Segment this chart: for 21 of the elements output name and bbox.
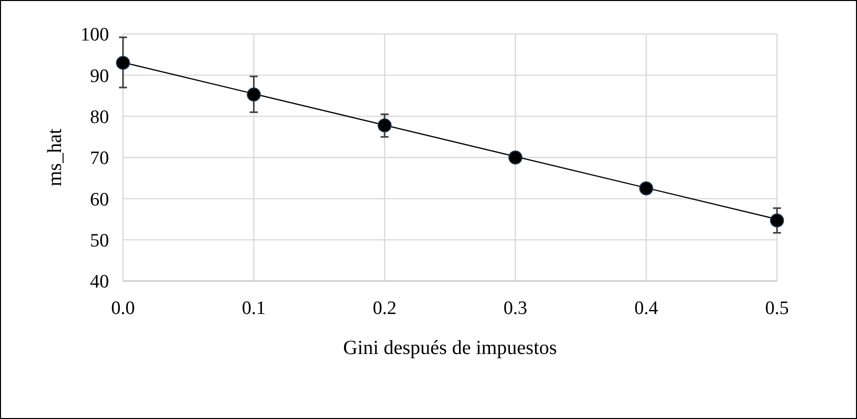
y-tick-label: 100 (80, 24, 109, 46)
point (770, 213, 784, 228)
y-tick-label: 90 (90, 66, 109, 87)
y-tick-label: 60 (90, 189, 109, 210)
x-tick-label: 0.0 (111, 298, 135, 319)
x-tick-label: 0.3 (504, 298, 528, 319)
x-axis-title: Gini después de impuestos (343, 337, 558, 359)
point (508, 150, 522, 164)
y-tick-label: 50 (90, 230, 109, 252)
x-tick-label: 0.4 (634, 298, 659, 319)
point (639, 181, 654, 196)
y-axis-title: ms_hat (44, 128, 66, 186)
point (246, 88, 261, 102)
y-tick-label: 80 (90, 106, 109, 128)
point (378, 118, 392, 132)
x-tick-label: 0.2 (372, 298, 396, 319)
y-tick-label: 40 (90, 272, 109, 293)
x-tick-label: 0.1 (242, 298, 266, 319)
point (116, 56, 130, 70)
x-tick-label: 0.5 (765, 298, 789, 319)
y-tick-label: 70 (90, 148, 109, 170)
